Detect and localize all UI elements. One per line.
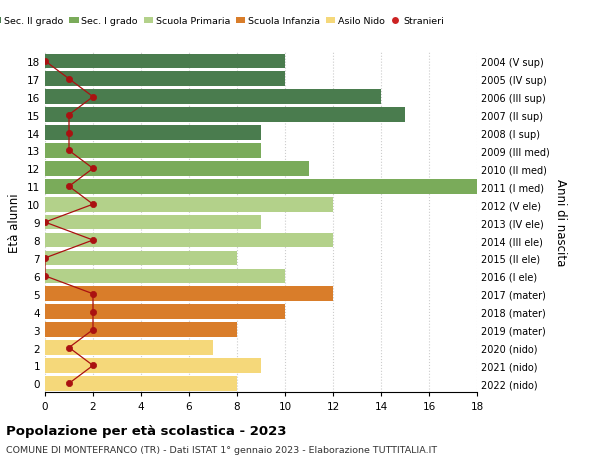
- Bar: [45, 341, 213, 355]
- Bar: [45, 269, 285, 284]
- Bar: [45, 323, 237, 337]
- Bar: [45, 305, 285, 319]
- Bar: [45, 90, 381, 105]
- Y-axis label: Età alunni: Età alunni: [8, 193, 22, 252]
- Y-axis label: Anni di nascita: Anni di nascita: [554, 179, 566, 266]
- Bar: [45, 287, 333, 302]
- Bar: [45, 162, 309, 176]
- Bar: [45, 215, 261, 230]
- Bar: [45, 179, 477, 194]
- Text: Popolazione per età scolastica - 2023: Popolazione per età scolastica - 2023: [6, 425, 287, 437]
- Bar: [45, 251, 237, 266]
- Bar: [45, 197, 333, 212]
- Legend: Sec. II grado, Sec. I grado, Scuola Primaria, Scuola Infanzia, Asilo Nido, Stran: Sec. II grado, Sec. I grado, Scuola Prim…: [0, 13, 448, 30]
- Bar: [45, 126, 261, 140]
- Bar: [45, 233, 333, 248]
- Bar: [45, 55, 285, 69]
- Text: COMUNE DI MONTEFRANCO (TR) - Dati ISTAT 1° gennaio 2023 - Elaborazione TUTTITALI: COMUNE DI MONTEFRANCO (TR) - Dati ISTAT …: [6, 445, 437, 454]
- Bar: [45, 144, 261, 158]
- Bar: [45, 358, 261, 373]
- Bar: [45, 108, 405, 123]
- Bar: [45, 376, 237, 391]
- Bar: [45, 72, 285, 87]
